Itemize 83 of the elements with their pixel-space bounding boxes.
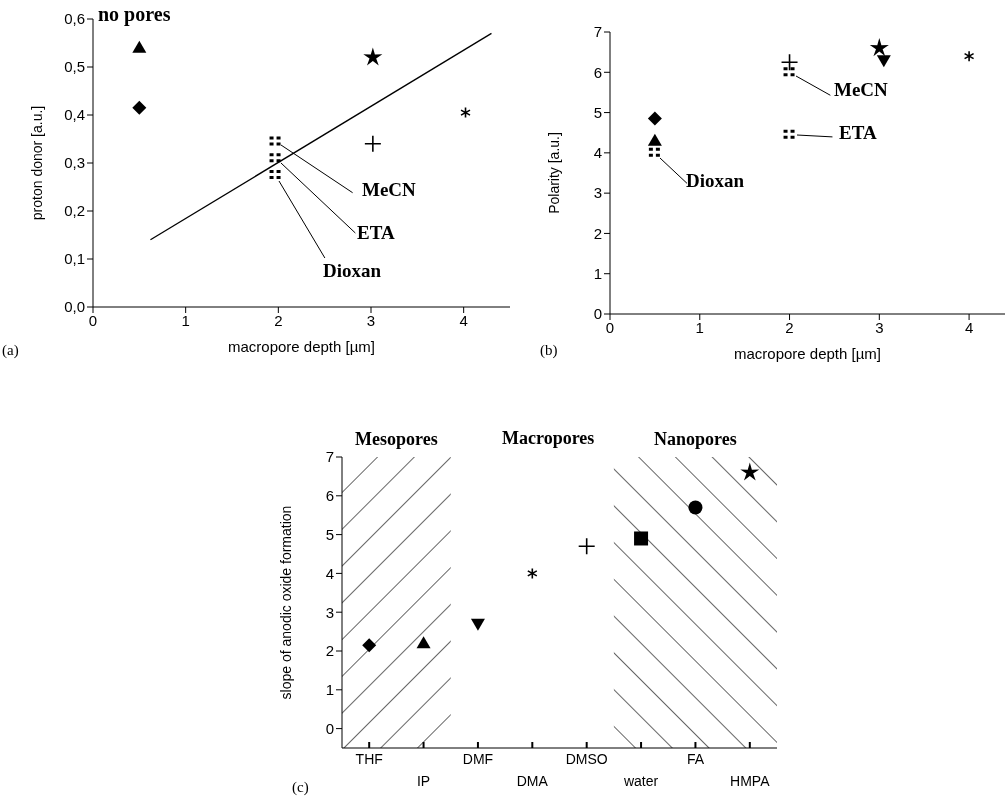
text: Macropores — [502, 428, 595, 448]
point — [416, 636, 431, 649]
point — [470, 618, 485, 631]
annotation: MeCN — [834, 79, 888, 100]
point — [783, 67, 795, 77]
y-tick-label: 3 — [593, 184, 602, 202]
x-tick-label: 1 — [695, 318, 704, 336]
band-label: Mesopores — [355, 429, 438, 449]
y-tick-label: 0,6 — [64, 10, 85, 28]
annotation: Dioxan — [686, 170, 745, 191]
x-tick-label: 0 — [605, 318, 615, 336]
point — [132, 100, 147, 115]
x-tick-label: water — [622, 773, 659, 789]
point — [647, 111, 662, 126]
y-tick-label: 0,1 — [64, 250, 85, 268]
x-tick-label: DMA — [516, 773, 549, 789]
x-tick-label: IP — [416, 773, 431, 789]
x-tick-label: 1 — [181, 311, 190, 329]
x-tick-label: 2 — [785, 318, 794, 336]
y-tick-label: 5 — [593, 103, 602, 121]
point — [527, 567, 538, 580]
text: (b) — [540, 342, 558, 358]
point — [132, 40, 147, 53]
band-label: Nanopores — [654, 429, 737, 449]
y-tick-label: 2 — [325, 642, 334, 660]
y-tick-label: 0,0 — [64, 298, 85, 316]
y-tick-label: 4 — [325, 564, 334, 582]
y-tick-label: 0,2 — [64, 202, 85, 220]
x-tick-label: DMF — [462, 751, 494, 767]
annotation: Dioxan — [323, 260, 382, 281]
point — [269, 153, 281, 163]
y-tick-label: 7 — [325, 448, 334, 466]
point — [648, 147, 660, 157]
text: (a) — [2, 342, 19, 358]
point — [688, 500, 703, 515]
y-tick-label: 1 — [325, 681, 334, 699]
point — [963, 50, 975, 62]
y-tick-label: 7 — [593, 23, 602, 41]
y-tick-label: 5 — [325, 525, 334, 543]
y-axis-title: Polarity [a.u.] — [545, 132, 562, 214]
y-tick-label: 2 — [593, 224, 602, 242]
x-axis-title: macropore depth [µm] — [227, 338, 376, 355]
y-tick-label: 6 — [325, 487, 334, 505]
point — [269, 170, 281, 179]
y-tick-label: 0,5 — [64, 58, 85, 76]
text: (c) — [292, 779, 309, 795]
x-tick-label: 0 — [88, 311, 98, 329]
point — [780, 53, 799, 72]
point — [876, 55, 891, 68]
y-tick-label: 4 — [593, 144, 602, 162]
x-tick-label: THF — [355, 751, 383, 767]
point — [364, 135, 382, 153]
point — [783, 129, 795, 139]
point — [460, 106, 471, 119]
annotation: ETA — [357, 222, 395, 243]
annotation: ETA — [839, 122, 877, 143]
x-tick-label: HMPA — [730, 773, 771, 789]
annotation: MeCN — [362, 179, 416, 200]
point — [577, 537, 596, 556]
point — [362, 638, 377, 653]
y-tick-label: 6 — [593, 63, 602, 81]
y-tick-label: 3 — [325, 603, 334, 621]
point — [869, 38, 889, 57]
x-tick-label: DMSO — [565, 751, 608, 767]
x-axis-title: macropore depth [µm] — [733, 345, 882, 362]
y-tick-label: 0,3 — [64, 154, 85, 172]
point — [740, 462, 760, 481]
x-tick-label: 2 — [274, 311, 283, 329]
y-axis-title: proton donor [a.u.] — [28, 105, 45, 221]
annotation: no pores — [98, 3, 171, 25]
point — [647, 133, 662, 146]
y-tick-label: 0,4 — [64, 106, 85, 124]
x-tick-label: FA — [686, 751, 705, 767]
point — [363, 47, 383, 66]
x-tick-label: 4 — [459, 311, 468, 329]
x-tick-label: 3 — [875, 318, 884, 336]
x-tick-label: 3 — [366, 311, 376, 329]
x-tick-label: 4 — [964, 318, 974, 336]
point — [634, 531, 649, 546]
y-tick-label: 1 — [593, 265, 602, 283]
y-axis-title: slope of anodic oxide formation — [277, 505, 294, 700]
y-tick-label: 0 — [325, 719, 334, 737]
point — [269, 136, 281, 146]
